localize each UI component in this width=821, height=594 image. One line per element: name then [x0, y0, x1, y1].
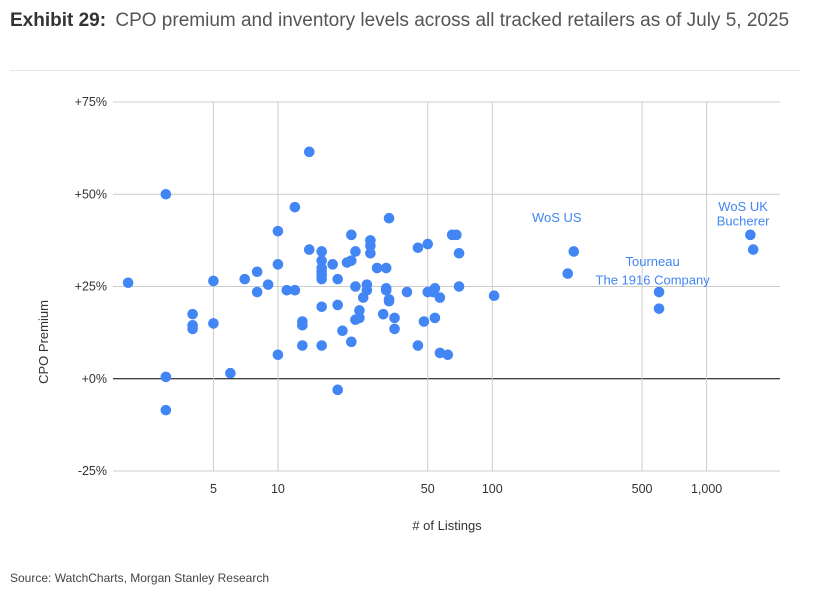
data-point [327, 259, 338, 270]
data-point [488, 290, 500, 302]
x-tick-label: 1,000 [691, 482, 722, 496]
source-note: Source: WatchCharts, Morgan Stanley Rese… [10, 571, 270, 585]
data-point [208, 318, 219, 329]
y-tick-label: +25% [75, 280, 107, 294]
data-point [289, 284, 301, 296]
data-point [653, 303, 665, 314]
data-point [297, 340, 308, 351]
y-tick-label: +50% [75, 187, 107, 201]
data-point [262, 279, 274, 290]
exhibit-label: Exhibit 29: [10, 10, 107, 31]
data-point [160, 404, 172, 416]
point-annotation: WoS UK [718, 199, 768, 214]
data-point [316, 255, 327, 266]
data-point [272, 349, 284, 361]
data-point [350, 246, 361, 257]
data-point [316, 273, 327, 285]
title-divider [10, 70, 800, 71]
data-point [332, 299, 343, 311]
data-point [316, 340, 327, 351]
data-point [239, 273, 251, 285]
data-point [346, 336, 357, 348]
data-point [354, 305, 365, 316]
data-point [303, 146, 315, 158]
data-point [453, 247, 465, 259]
data-point [346, 255, 357, 266]
data-point [316, 246, 327, 257]
data-point [187, 308, 198, 320]
data-point [297, 319, 308, 331]
data-point [442, 349, 454, 361]
data-point [562, 268, 574, 279]
data-point [745, 229, 756, 241]
y-tick-label: +0% [82, 372, 107, 386]
point-annotation: WoS US [532, 210, 582, 225]
exhibit-title-text: CPO premium and inventory levels across … [115, 10, 790, 31]
data-point [225, 367, 236, 379]
data-point [747, 244, 759, 255]
y-axis-title: CPO Premium [36, 300, 51, 384]
data-point [453, 281, 465, 292]
data-point [389, 323, 400, 335]
data-point [361, 284, 373, 296]
data-point [337, 325, 348, 337]
point-annotation: Bucherer [717, 214, 770, 229]
x-tick-label: 100 [482, 482, 503, 496]
data-point [383, 212, 395, 224]
data-point [272, 225, 284, 237]
data-point [251, 266, 263, 278]
data-point [122, 277, 134, 289]
data-point [412, 340, 424, 351]
data-point [350, 281, 361, 292]
data-point [377, 308, 389, 320]
data-point [346, 229, 357, 241]
data-point [380, 284, 392, 296]
data-point [401, 286, 413, 298]
data-point [332, 384, 343, 396]
y-tick-label: -25% [78, 464, 107, 478]
data-point [568, 246, 580, 257]
data-point [380, 262, 392, 274]
data-point [418, 316, 430, 327]
data-point [383, 295, 395, 307]
x-tick-label: 500 [632, 482, 653, 496]
point-annotation: Tourneau [626, 254, 680, 269]
data-point [365, 247, 376, 259]
x-tick-label: 50 [421, 482, 435, 496]
data-point [429, 312, 441, 324]
data-point [160, 371, 172, 383]
data-point [316, 301, 327, 313]
tick-layer: +75% +50% +25% +0% -25% 5 10 50 100 500 1,000 [75, 95, 723, 496]
data-point [160, 188, 172, 200]
data-point [272, 259, 284, 270]
data-point [303, 244, 315, 255]
data-point [422, 238, 434, 250]
data-point [251, 286, 263, 298]
data-point [653, 286, 665, 298]
exhibit-title: Exhibit 29: CPO premium and inventory le… [10, 4, 800, 37]
x-axis-title: # of Listings [412, 518, 482, 533]
data-point [332, 273, 343, 285]
data-point [412, 242, 424, 254]
data-point [451, 229, 462, 241]
x-tick-label: 10 [271, 482, 285, 496]
data-point [208, 275, 219, 287]
data-point [371, 262, 383, 274]
data-point [434, 292, 446, 303]
data-point [389, 312, 400, 324]
scatter-chart: +75% +50% +25% +0% -25% 5 10 50 100 500 1,000 WoS … [36, 95, 780, 533]
y-tick-label: +75% [75, 95, 107, 109]
x-tick-label: 5 [210, 482, 217, 496]
point-annotation: The 1916 Company [596, 273, 711, 288]
data-point [354, 312, 365, 324]
grid-layer [113, 101, 780, 472]
data-point [281, 284, 293, 296]
data-point [365, 240, 376, 252]
data-point [187, 323, 198, 335]
data-point [429, 283, 441, 294]
point-layer [122, 146, 759, 416]
data-point [289, 201, 301, 213]
